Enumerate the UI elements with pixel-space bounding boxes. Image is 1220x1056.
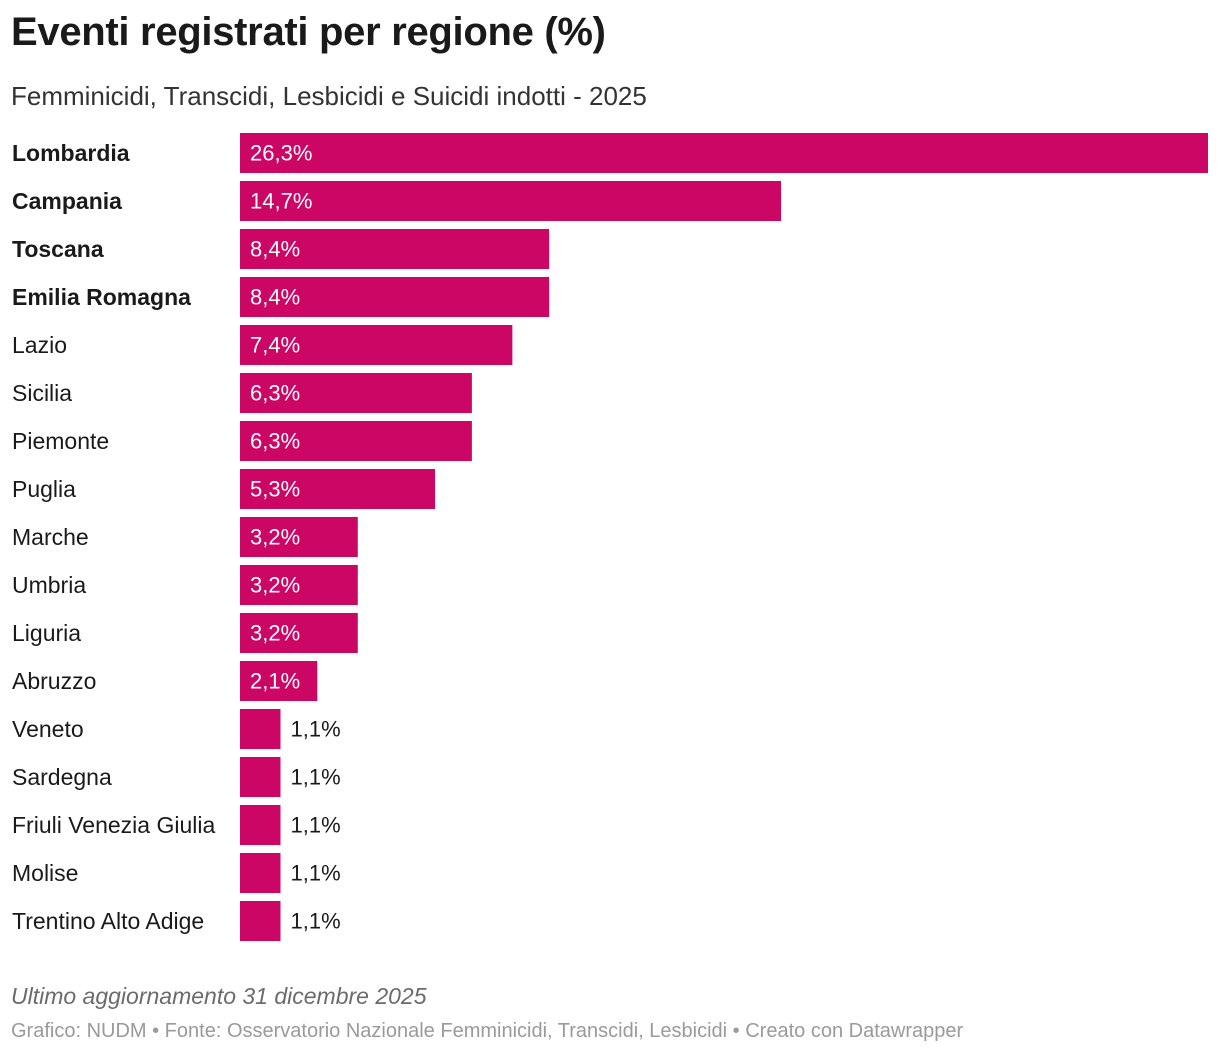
value-label: 26,3% xyxy=(250,141,312,166)
credits-footer: Grafico: NUDM • Fonte: Osservatorio Nazi… xyxy=(11,1020,964,1042)
bar xyxy=(240,805,281,845)
category-label: Lombardia xyxy=(12,140,130,166)
bar xyxy=(240,565,358,605)
category-label: Molise xyxy=(12,860,78,886)
category-label: Sardegna xyxy=(12,764,112,790)
value-label: 1,1% xyxy=(290,813,340,838)
category-label: Puglia xyxy=(12,476,76,502)
bar xyxy=(240,277,550,317)
category-label: Umbria xyxy=(12,572,86,598)
bar xyxy=(240,709,281,749)
value-label: 3,2% xyxy=(250,525,300,550)
value-label: 6,3% xyxy=(250,381,300,406)
bar xyxy=(240,181,782,221)
category-label: Friuli Venezia Giulia xyxy=(12,812,215,838)
category-label: Sicilia xyxy=(12,380,72,406)
chart-subtitle: Femminicidi, Transcidi, Lesbicidi e Suic… xyxy=(11,81,647,111)
value-label: 8,4% xyxy=(250,237,300,262)
bar-chart: Lombardia 26,3% Campania 14,7% Toscana 8,4% Em… xyxy=(12,133,1208,941)
value-label: 1,1% xyxy=(290,717,340,742)
value-label: 1,1% xyxy=(290,765,340,790)
value-label: 2,1% xyxy=(250,669,300,694)
category-label: Marche xyxy=(12,524,89,550)
bar xyxy=(240,373,472,413)
category-label: Abruzzo xyxy=(12,668,96,694)
bar xyxy=(240,853,281,893)
value-label: 1,1% xyxy=(290,861,340,886)
bar xyxy=(240,469,436,509)
bar xyxy=(240,613,358,653)
category-label: Piemonte xyxy=(12,428,109,454)
category-label: Liguria xyxy=(12,620,81,646)
bar xyxy=(240,325,513,365)
chart-title: Eventi registrati per regione (%) xyxy=(11,10,606,54)
bar xyxy=(240,421,472,461)
value-label: 5,3% xyxy=(250,477,300,502)
value-label: 8,4% xyxy=(250,285,300,310)
value-label: 3,2% xyxy=(250,573,300,598)
bar xyxy=(240,517,358,557)
bar xyxy=(240,757,281,797)
category-label: Lazio xyxy=(12,332,67,358)
value-label: 6,3% xyxy=(250,429,300,454)
bar xyxy=(240,661,318,701)
bar xyxy=(240,229,550,269)
category-label: Veneto xyxy=(12,716,84,742)
value-label: 3,2% xyxy=(250,621,300,646)
category-label: Campania xyxy=(12,188,122,214)
update-note: Ultimo aggiornamento 31 dicembre 2025 xyxy=(11,983,427,1009)
category-label: Trentino Alto Adige xyxy=(12,908,204,934)
bar xyxy=(240,901,281,941)
category-label: Toscana xyxy=(12,236,104,262)
bar xyxy=(240,133,1208,173)
category-label: Emilia Romagna xyxy=(12,284,191,310)
value-label: 7,4% xyxy=(250,333,300,358)
value-label: 14,7% xyxy=(250,189,312,214)
value-label: 1,1% xyxy=(290,909,340,934)
